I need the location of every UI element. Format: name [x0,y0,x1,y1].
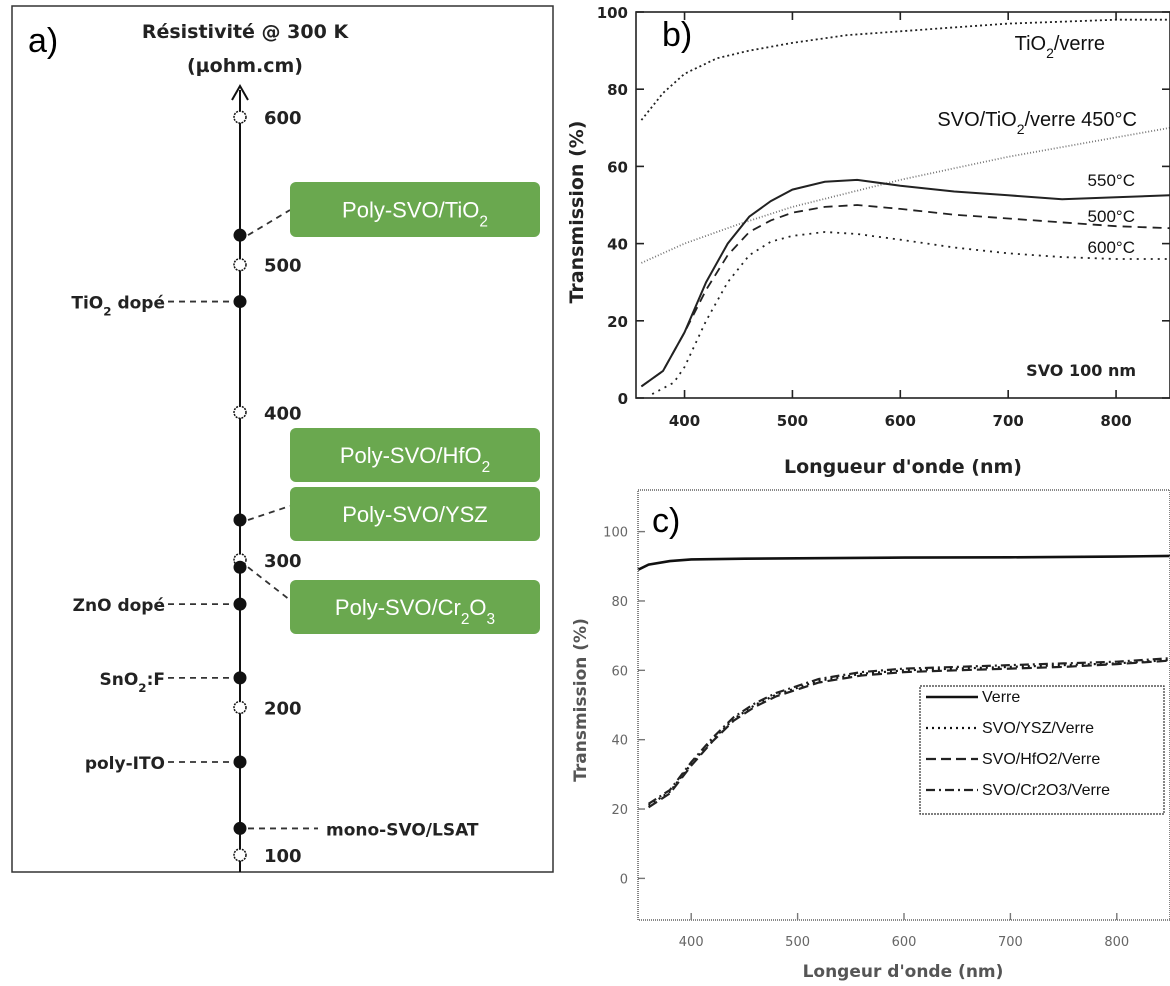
filled-point-marker [233,560,247,574]
x-tick-label: 600 [885,412,916,430]
x-tick-label: 700 [993,412,1024,430]
y-tick-label: 40 [607,236,628,254]
y-tick-label: 0 [618,390,628,408]
open-tick-marker [233,110,247,124]
legend-entry: SVO/YSZ/Verre [982,720,1094,737]
panel-b-plot-frame [635,11,1170,399]
filled-point-marker [233,228,247,242]
material-label: poly-ITO [85,754,165,774]
panel-b-xlabel: Longueur d'onde (nm) [784,456,1022,478]
axis-arrow-icon [231,83,249,101]
filled-point-marker [233,513,247,527]
legend-box [919,685,1165,815]
panel-c-ylabel: Transmission (%) [571,618,591,782]
panel-c-series [637,554,1170,809]
panel-b-annotation: SVO 100 nm [1026,361,1136,380]
material-box [290,580,540,634]
resistivity-ticks: 100 200 300 400 500 600 [233,108,302,867]
filled-point-marker [233,755,247,769]
series-line [647,659,1170,809]
series-line [648,657,1170,805]
legend-entry: Verre [982,689,1020,706]
material-box-label: Poly-SVO/YSZ [342,502,487,527]
panel-b-letter: b) [662,16,692,54]
y-tick-label: 100 [603,526,628,541]
panel-a-letter: a) [28,22,58,60]
series-line [640,178,1170,388]
material-box-label: Poly-SVO/Cr2O3 [335,595,495,628]
panel-a-resistivity-scale: a) Résistivité @ 300 K (µohm.cm) 100 200 3… [11,5,554,873]
open-tick-marker [233,700,247,715]
series-label: SVO/TiO2/verre 450°C [937,109,1137,137]
x-tick-label: 400 [669,412,700,430]
x-tick-label: 800 [1100,412,1131,430]
material-label: ZnO dopé [73,596,165,616]
resistivity-tick-label: 200 [264,698,302,719]
material-box [290,182,540,237]
material-label: mono-SVO/LSAT [326,820,479,840]
x-tick-label: 500 [785,935,810,950]
x-tick-label: 500 [777,412,808,430]
leader-line [247,505,291,521]
x-tick-label: 800 [1104,935,1129,950]
material-label: SnO2:F [99,670,165,695]
material-label: TiO2 dopé [71,294,165,319]
panel-c-legend: Verre SVO/YSZ/Verre SVO/HfO2/Verre SVO/Cr2O… [919,685,1165,815]
series-label: 550°C [1088,171,1135,190]
y-tick-label: 0 [620,872,628,887]
filled-point-marker [233,597,247,611]
resistivity-unit: (µohm.cm) [187,55,303,77]
panel-c-plot-frame [637,489,1170,921]
panel-b-ylabel: Transmission (%) [566,121,588,304]
y-tick-label: 20 [607,313,628,331]
leader-line [247,566,291,601]
open-tick-marker [233,257,247,272]
series-line [640,204,1170,388]
series-label: 500°C [1088,207,1135,226]
resistivity-points: Poly-SVO/TiO2 TiO2 dopé Poly-SVO/YSZ Poly-S… [71,182,540,840]
y-tick-label: 60 [607,158,628,176]
material-box [290,428,540,482]
y-tick-label: 80 [611,595,628,610]
y-tick-label: 20 [611,803,628,818]
resistivity-tick-label: 500 [264,256,302,277]
resistivity-tick-label: 400 [264,403,302,424]
panel-b-series-labels: TiO2/verre SVO/TiO2/verre 450°C 550°C 500°C… [937,33,1137,257]
panel-c-transmission-layers: c) Transmission (%) Longeur d'onde (nm) … [571,489,1170,982]
resistivity-title: Résistivité @ 300 K [142,21,350,43]
resistivity-tick-label: 600 [264,108,302,129]
y-tick-label: 40 [611,734,628,749]
filled-point-marker [233,821,247,835]
material-box [290,487,540,541]
open-tick-marker [233,848,247,862]
series-line [637,554,1170,571]
resistivity-tick-label: 100 [264,846,302,867]
panel-b-ticks: 400 500 600 700 800 0 20 40 60 80 100 [597,4,1170,430]
y-tick-label: 80 [607,81,628,99]
series-line [640,18,1170,121]
y-tick-label: 60 [611,664,628,679]
filled-point-marker [233,671,247,685]
x-tick-label: 400 [679,935,704,950]
x-tick-label: 700 [998,935,1023,950]
panel-c-xlabel: Longeur d'onde (nm) [803,962,1004,982]
panel-b-series [640,18,1170,395]
material-box-label: Poly-SVO/HfO2 [340,443,490,476]
series-label: TiO2/verre [1015,33,1105,61]
leader-line [247,209,291,236]
material-box-label: Poly-SVO/TiO2 [342,198,488,231]
legend-entry: SVO/HfO2/Verre [982,751,1100,768]
panel-c-letter: c) [652,502,680,540]
panel-b-transmission-temperature: b) Transmission (%) Longueur d'onde (nm)… [566,4,1170,478]
resistivity-tick-label: 300 [264,551,302,572]
panel-c-ticks: 400 500 600 700 800 0 20 40 60 80 100 [603,526,1129,950]
legend-entry: SVO/Cr2O3/Verre [982,782,1110,799]
y-tick-label: 100 [597,4,628,22]
open-tick-marker [233,405,247,420]
series-line [647,658,1170,807]
x-tick-label: 600 [892,935,917,950]
filled-point-marker [233,295,247,309]
series-label: 600°C [1088,238,1135,257]
